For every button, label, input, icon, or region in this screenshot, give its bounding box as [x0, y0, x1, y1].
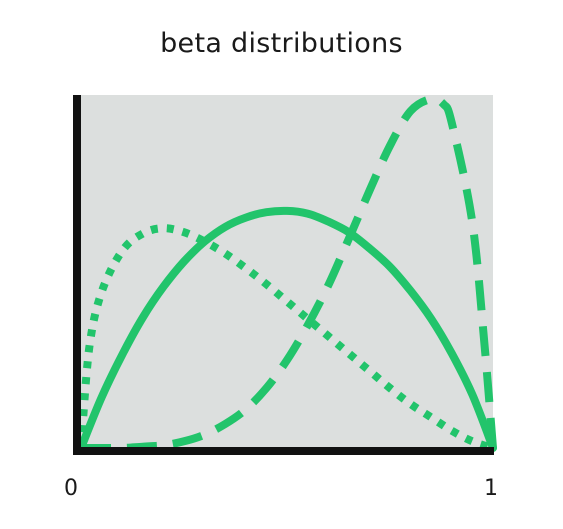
plot-background [77, 95, 493, 451]
series-line-solid [77, 206, 497, 452]
x-tick-label-1: 1 [484, 476, 498, 501]
x-tick-label-0: 0 [64, 476, 78, 501]
chart-title: beta distributions [160, 28, 403, 59]
series-layer [77, 94, 497, 452]
series-line-dashed [81, 94, 497, 452]
series-line-dotted [77, 224, 495, 452]
